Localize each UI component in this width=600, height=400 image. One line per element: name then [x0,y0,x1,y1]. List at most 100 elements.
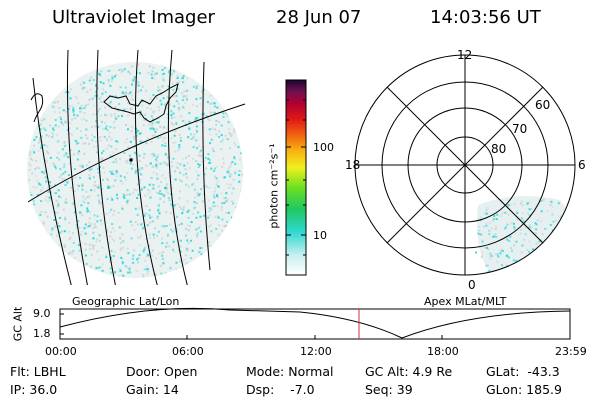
speckle-pixel [35,186,38,189]
speckle-pixel [107,79,110,82]
speckle-pixel [57,202,60,205]
speckle-pixel [233,156,236,159]
speckle-pixel [147,71,150,74]
speckle-pixel [159,162,162,165]
speckle-pixel [125,107,128,110]
glon-label: GLon: 185.9 [486,382,562,397]
time-tick-0000: 00:00 [45,345,77,358]
speckle-pixel [133,79,136,82]
speckle-pixel [105,125,108,128]
speckle-pixel [210,208,213,211]
speckle-pixel [182,206,185,209]
speckle-pixel [81,107,84,110]
speckle-pixel [500,215,502,218]
speckle-pixel [546,209,549,212]
speckle-pixel [497,255,500,258]
speckle-pixel [93,214,96,217]
speckle-pixel [73,117,76,120]
speckle-pixel [137,261,139,264]
speckle-pixel [241,186,243,189]
speckle-pixel [164,104,167,106]
speckle-pixel [37,142,40,144]
speckle-pixel [160,272,163,275]
speckle-pixel [152,153,155,156]
speckle-pixel [148,209,151,212]
speckle-pixel [63,155,66,158]
speckle-pixel [57,125,60,128]
speckle-pixel [110,196,113,199]
speckle-pixel [111,223,114,225]
speckle-pixel [130,97,133,100]
speckle-pixel [100,101,103,103]
speckle-pixel [109,70,111,72]
speckle-pixel [507,213,510,216]
speckle-pixel [557,202,560,205]
speckle-pixel [208,186,211,189]
speckle-pixel [226,171,229,173]
speckle-pixel [485,212,488,215]
speckle-pixel [109,256,112,259]
speckle-pixel [136,223,139,226]
speckle-pixel [134,207,137,210]
speckle-pixel [165,190,168,193]
speckle-pixel [503,274,506,275]
speckle-pixel [212,193,215,196]
speckle-pixel [201,200,204,203]
speckle-pixel [148,233,151,236]
speckle-pixel [79,83,82,86]
speckle-pixel [155,128,158,131]
speckle-pixel [524,267,527,269]
speckle-pixel [123,93,126,96]
speckle-pixel [140,89,143,92]
speckle-pixel [544,254,547,257]
speckle-pixel [569,235,572,238]
speckle-pixel [99,81,102,84]
speckle-pixel [88,79,91,82]
speckle-pixel [185,183,188,186]
speckle-pixel [180,239,182,242]
speckle-pixel [83,117,85,120]
time-tick-0600: 06:00 [172,345,204,358]
speckle-pixel [59,168,62,171]
speckle-pixel [215,120,218,122]
speckle-pixel [222,162,225,165]
speckle-pixel [57,203,60,206]
speckle-pixel [110,208,113,211]
speckle-pixel [186,249,189,251]
speckle-pixel [499,278,501,280]
speckle-pixel [186,162,189,164]
speckle-pixel [507,281,509,283]
speckle-pixel [528,224,531,227]
speckle-pixel [507,274,510,275]
speckle-pixel [164,161,167,164]
speckle-pixel [178,179,181,182]
speckle-pixel [119,237,122,240]
speckle-pixel [119,226,122,229]
speckle-pixel [157,106,160,108]
speckle-pixel [562,256,565,259]
speckle-pixel [57,140,60,143]
speckle-pixel [28,162,31,165]
speckle-pixel [80,136,83,139]
speckle-pixel [150,127,153,130]
speckle-pixel [109,186,112,189]
speckle-pixel [135,270,138,272]
speckle-pixel [480,256,483,259]
speckle-pixel [491,219,494,222]
speckle-pixel [551,254,554,257]
speckle-pixel [214,187,217,190]
speckle-pixel [144,268,147,271]
speckle-pixel [234,172,237,175]
speckle-pixel [213,196,216,199]
speckle-pixel [164,142,167,144]
speckle-pixel [238,174,241,176]
speckle-pixel [510,247,512,249]
speckle-pixel [57,100,59,103]
speckle-pixel [146,253,149,256]
speckle-pixel [523,238,526,241]
speckle-pixel [176,88,179,91]
speckle-pixel [197,194,200,197]
speckle-pixel [510,272,513,275]
speckle-pixel [74,211,77,214]
speckle-pixel [174,170,177,173]
